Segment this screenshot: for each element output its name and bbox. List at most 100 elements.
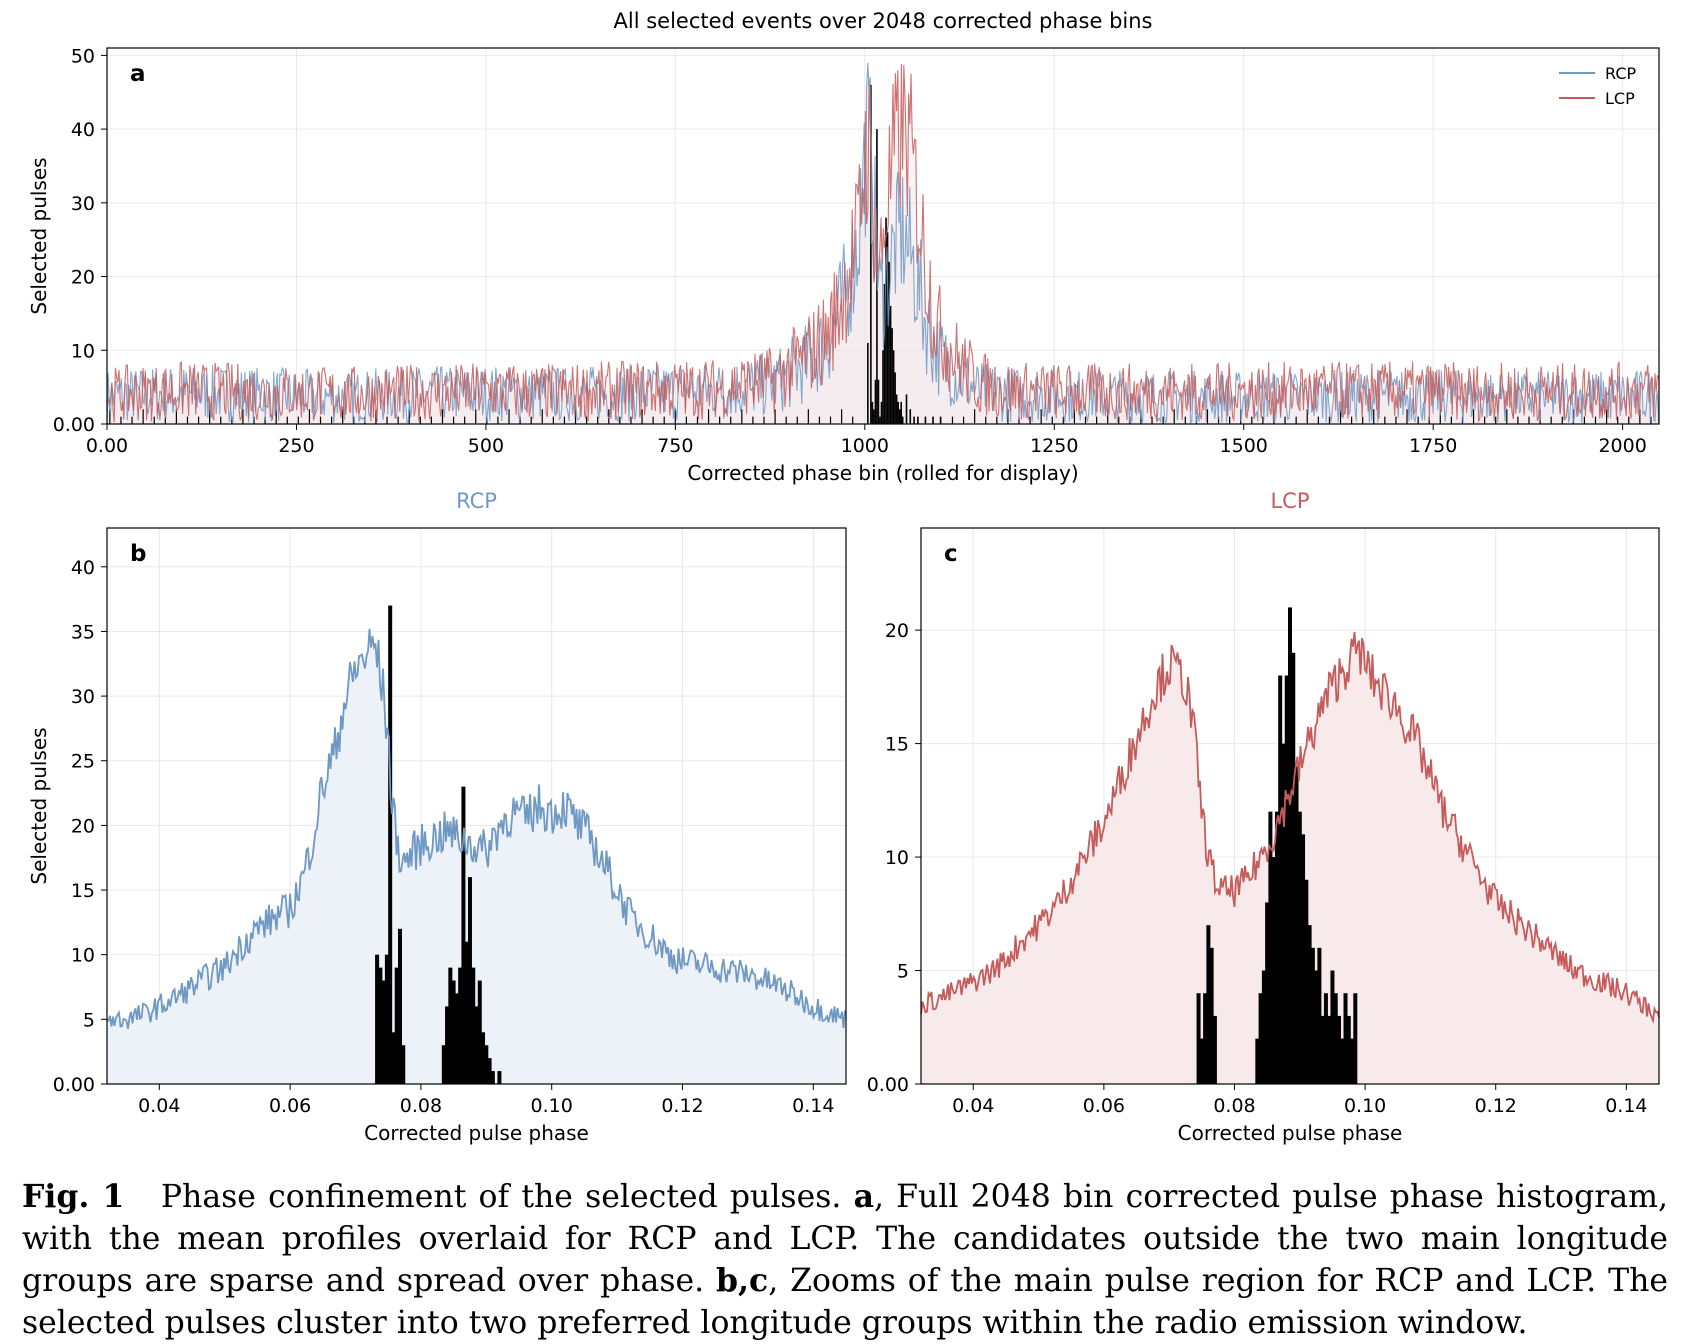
- panel-a-histogram-bar: [841, 409, 843, 424]
- panel-c-histogram-bar: [1274, 811, 1279, 1084]
- panel-a-histogram-bar: [1561, 416, 1563, 424]
- panel-a-histogram-bar: [707, 409, 710, 424]
- panel-a-ytick-label: 10: [71, 340, 95, 362]
- panel-a-histogram-bar: [1107, 409, 1109, 424]
- panel-a-histogram-bar: [1594, 416, 1597, 424]
- panel-a-histogram-bar: [1439, 409, 1441, 424]
- panel-a-histogram-bar: [1495, 416, 1497, 424]
- panel-c-histogram-bar: [1346, 1015, 1351, 1084]
- panel-b-ytick-label: 35: [71, 621, 95, 643]
- panel-a-histogram-bar: [1051, 416, 1053, 424]
- panel-c-xtick-label: 0.04: [952, 1095, 994, 1117]
- panel-c-histogram-bar: [1297, 811, 1302, 1084]
- panel-a-histogram-bar: [1118, 416, 1120, 424]
- panel-a-histogram-bar: [1450, 416, 1452, 424]
- panel-c-xtick-label: 0.10: [1344, 1095, 1386, 1117]
- panel-a-histogram-bar: [597, 416, 599, 424]
- panel-a-histogram-bar: [630, 416, 632, 424]
- panel-a-histogram-bar: [1162, 416, 1164, 424]
- panel-b-ytick-label: 10: [71, 945, 95, 967]
- panel-b-histogram-bar: [474, 1006, 479, 1084]
- panel-b-histogram-bar: [490, 1071, 495, 1084]
- panel-c-histogram-bar: [1320, 1015, 1325, 1084]
- panel-a-histogram-bar: [297, 416, 299, 424]
- panel-c-histogram-bar: [1307, 925, 1312, 1084]
- panel-a-histogram-bar: [829, 416, 832, 424]
- panel-a-histogram-bar: [974, 409, 976, 424]
- panel-a-histogram-bar: [220, 416, 222, 424]
- panel-a-histogram-bar: [1406, 409, 1408, 424]
- panel-a-histogram-bar: [900, 401, 902, 424]
- panel-a-histogram-bar: [342, 409, 344, 424]
- panel-b-plot-frame: [106, 527, 847, 1085]
- panel-a-histogram-bar: [1084, 416, 1087, 424]
- panel-c-histogram-bar: [1212, 1015, 1217, 1084]
- panel-c-histogram-bar: [1330, 970, 1335, 1084]
- panel-b-histogram-bar: [375, 954, 380, 1084]
- panel-c-histogram-bar: [1353, 993, 1358, 1084]
- panel-c-histogram-bar: [1281, 743, 1286, 1084]
- panel-b-histogram-bar: [397, 928, 402, 1084]
- panel-a-histogram-bar: [1206, 409, 1209, 424]
- panel-a-ytick-label: 0.00: [53, 414, 95, 436]
- panel-a-histogram-bar: [888, 261, 890, 424]
- panel-a-histogram-bar: [475, 409, 477, 424]
- panel-b-histogram-bar: [497, 1071, 502, 1084]
- panel-a-histogram-bar: [883, 283, 886, 424]
- panel-b-ytick-label: 0.00: [53, 1074, 95, 1096]
- panel-a-histogram-bar: [563, 416, 566, 424]
- panel-c-histogram-bar: [1333, 993, 1338, 1084]
- panel-a-histogram-bar: [1251, 416, 1253, 424]
- panel-a-histogram-bar: [1062, 416, 1064, 424]
- panel-a-histogram-bar: [870, 84, 872, 425]
- panel-a-histogram-bar: [1262, 416, 1264, 424]
- panel-a-histogram-bar: [1173, 409, 1175, 424]
- panel-a-histogram-bar: [951, 416, 954, 424]
- panel-a-histogram-bar: [1550, 416, 1552, 424]
- panel-c-series-lcp-line: [920, 631, 1660, 1025]
- panel-a-histogram-bar: [885, 217, 887, 424]
- panel-a-plot-frame: [106, 47, 1660, 425]
- panel-c-histogram-bar: [1206, 925, 1211, 1084]
- panel-c-histogram-bar: [1199, 1038, 1204, 1084]
- panel-a-histogram-bar: [508, 409, 510, 424]
- panel-b-histogram-bar: [448, 967, 453, 1084]
- panel-a-histogram-bar: [131, 416, 133, 424]
- panel-a-histogram-bar: [898, 409, 901, 424]
- panel-b-histogram-bar: [461, 786, 466, 1084]
- panel-b-histogram-bar: [441, 1045, 446, 1084]
- panel-a-x-axis-label: Corrected phase bin (rolled for display): [687, 461, 1078, 485]
- panel-b-histogram-bar: [378, 967, 383, 1084]
- panel-b-x-axis-label: Corrected pulse phase: [364, 1121, 589, 1145]
- panel-a-histogram-bar: [408, 409, 410, 424]
- panel-a-histogram-bar: [608, 409, 610, 424]
- panel-a-histogram-bar: [1217, 416, 1220, 424]
- panel-b-histogram-bar: [388, 605, 393, 1084]
- panel-a-histogram-bar: [1317, 416, 1319, 424]
- panel-a-title: All selected events over 2048 corrected …: [614, 9, 1153, 33]
- panel-a-histogram-bar: [730, 416, 732, 424]
- panel-a-histogram-bar: [1373, 409, 1375, 424]
- panel-c-histogram-bar: [1258, 993, 1263, 1084]
- panel-a-histogram-bar: [386, 416, 388, 424]
- figure: 0.00 250 500 750 1000 1250 1500 1750 2000 0.00 10 2…: [27, 9, 1660, 1145]
- panel-a-histogram-bar: [674, 409, 676, 424]
- panel-a-histogram-bar: [1384, 416, 1386, 424]
- panel-a-xtick-label: 1500: [1220, 435, 1268, 457]
- panel-c-histogram-bar: [1310, 947, 1315, 1084]
- panel-a-histogram-bar: [308, 409, 311, 424]
- panel-a-histogram-bar: [109, 409, 111, 424]
- panel-a-legend-label-rcp: RCP: [1605, 64, 1636, 83]
- panel-a-histogram-bar: [1517, 416, 1519, 424]
- panel-c-histogram-bar: [1323, 993, 1328, 1084]
- panel-b-xtick-label: 0.06: [269, 1095, 311, 1117]
- panel-c-histogram-bar: [1203, 993, 1208, 1084]
- panel-a-histogram-bar: [924, 416, 927, 424]
- panel-c-histogram-bar: [1271, 857, 1276, 1084]
- panel-b-xtick-label: 0.12: [661, 1095, 703, 1117]
- panel-a-xtick-label: 1250: [1030, 435, 1078, 457]
- panel-a-histogram-bar: [1528, 416, 1530, 424]
- panel-c-histogram-bar: [1288, 607, 1292, 1084]
- panel-a-histogram-bar: [874, 379, 877, 424]
- panel-a-histogram-bar: [1639, 409, 1641, 424]
